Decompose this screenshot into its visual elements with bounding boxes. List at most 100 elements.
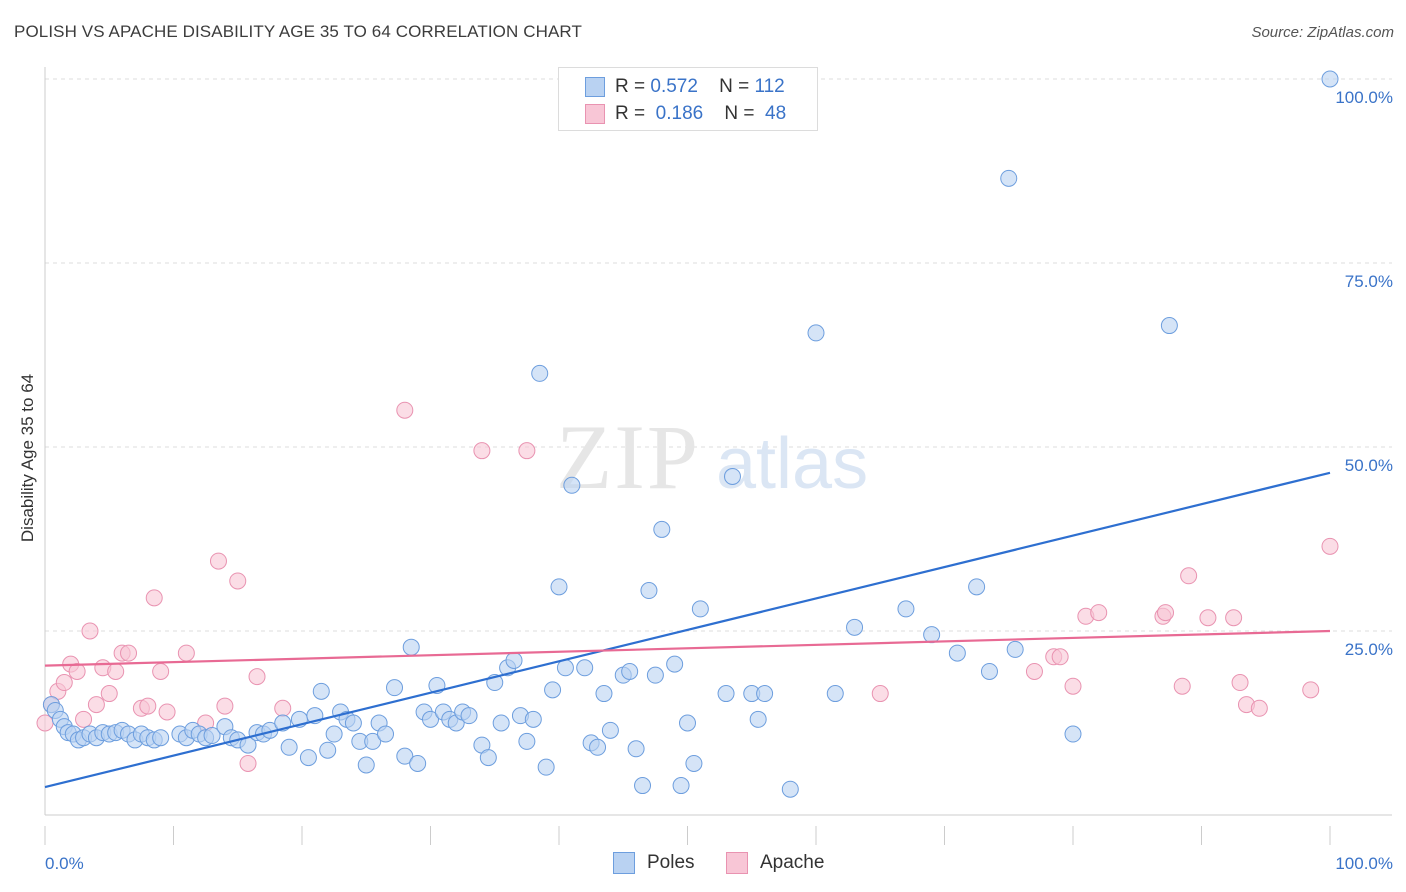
apache-n-label: N = <box>724 103 755 124</box>
bottom-poles-label: Poles <box>647 852 695 873</box>
poles-point-80 <box>601 721 619 739</box>
apache-point-42 <box>1231 674 1249 692</box>
poles-r-label: R = <box>615 76 646 97</box>
poles-point-93 <box>717 685 735 703</box>
x-tick-label-0: 0.0% <box>45 854 84 873</box>
poles-point-101 <box>1000 169 1018 187</box>
poles-point-48 <box>377 725 395 743</box>
poles-point-46 <box>364 732 382 750</box>
poles-point-92 <box>691 600 709 618</box>
apache-point-3 <box>55 674 73 692</box>
grid-lines <box>45 78 1392 632</box>
apache-point-33 <box>1064 677 1082 695</box>
poles-point-89 <box>672 777 690 795</box>
poles-point-34 <box>280 738 298 756</box>
watermark-atlas: atlas <box>716 424 868 504</box>
trend-lines <box>44 471 1331 789</box>
apache-point-19 <box>177 644 195 662</box>
apache-point-23 <box>239 754 257 772</box>
poles-point-94 <box>723 467 741 485</box>
apache-point-47 <box>216 697 234 715</box>
poles-point-87 <box>653 520 671 538</box>
tick-labels: 25.0% 50.0% 75.0% 100.0% 0.0% 100.0% <box>45 88 1393 873</box>
apache-point-15 <box>139 697 157 715</box>
poles-point-99 <box>807 324 825 342</box>
poles-point-83 <box>627 740 645 758</box>
poles-point-40 <box>325 725 343 743</box>
apache-point-26 <box>396 401 414 419</box>
poles-point-85 <box>640 582 658 600</box>
poles-point-105 <box>1321 70 1339 88</box>
poles-point-86 <box>646 666 664 684</box>
apache-n-value: 48 <box>765 103 787 124</box>
poles-point-72 <box>544 681 562 699</box>
apache-point-32 <box>1051 648 1069 666</box>
apache-trendline <box>44 629 1331 667</box>
y-tick-label-2: 75.0% <box>1345 272 1393 291</box>
apache-point-5 <box>68 662 86 680</box>
legend-row-apache: R = 0.186 N = 48 <box>585 102 786 126</box>
apache-point-38 <box>1173 677 1191 695</box>
chart-title: POLISH VS APACHE DISABILITY AGE 35 TO 64… <box>14 22 582 41</box>
poles-n-label: N = <box>719 76 750 97</box>
poles-point-109 <box>948 644 966 662</box>
poles-point-69 <box>524 710 542 728</box>
poles-swatch <box>585 77 605 97</box>
apache-point-6 <box>75 710 93 728</box>
poles-point-96 <box>749 710 767 728</box>
poles-point-38 <box>312 682 330 700</box>
apache-point-16 <box>145 589 163 607</box>
poles-point-110 <box>968 578 986 596</box>
poles-point-98 <box>781 780 799 798</box>
poles-point-45 <box>357 756 375 774</box>
poles-r-value: 0.572 <box>650 76 698 97</box>
poles-point-39 <box>319 741 337 759</box>
apache-point-46 <box>1321 537 1339 555</box>
poles-point-100 <box>826 685 844 703</box>
axes <box>44 67 1392 845</box>
apache-r-label: R = <box>615 103 646 124</box>
apache-point-11 <box>107 662 125 680</box>
apache-point-30 <box>1025 662 1043 680</box>
poles-point-76 <box>576 659 594 677</box>
legend-row-poles: R = 0.572 N = 112 <box>585 75 785 99</box>
poles-n-value: 112 <box>754 76 785 97</box>
y-tick-label-0: 25.0% <box>1345 640 1393 659</box>
bottom-poles-swatch <box>613 852 635 874</box>
apache-point-41 <box>1225 609 1243 627</box>
poles-point-25 <box>203 727 221 745</box>
apache-point-24 <box>248 668 266 686</box>
poles-point-36 <box>299 749 317 767</box>
apache-point-22 <box>229 572 247 590</box>
poles-point-62 <box>479 749 497 767</box>
watermark: ZIP atlas <box>556 406 868 508</box>
poles-point-50 <box>396 747 414 765</box>
poles-point-91 <box>685 754 703 772</box>
bottom-apache-swatch <box>726 852 748 874</box>
poles-point-111 <box>980 662 998 680</box>
poles-point-107 <box>897 600 915 618</box>
apache-points <box>36 401 1339 772</box>
poles-point-54 <box>422 710 439 728</box>
bottom-apache-label: Apache <box>760 852 825 873</box>
poles-point-78 <box>589 738 607 756</box>
apache-point-17 <box>152 662 170 680</box>
stats-legend: R = 0.572 N = 112 R = 0.186 N = 48 <box>558 67 818 131</box>
bottom-legend-apache: Apache <box>726 852 824 874</box>
poles-point-66 <box>505 651 523 669</box>
x-tick-label-1: 100.0% <box>1335 854 1393 873</box>
apache-point-35 <box>1090 604 1108 622</box>
apache-point-7 <box>81 622 99 640</box>
apache-point-13 <box>120 644 138 662</box>
poles-point-75 <box>563 476 581 494</box>
apache-point-25 <box>274 699 292 717</box>
apache-point-29 <box>871 685 889 703</box>
poles-point-84 <box>634 777 652 795</box>
y-tick-label-3: 100.0% <box>1335 88 1393 107</box>
apache-point-21 <box>209 552 227 570</box>
poles-point-52 <box>409 754 427 772</box>
poles-point-68 <box>518 732 536 750</box>
poles-points <box>42 70 1339 798</box>
poles-point-64 <box>492 714 510 732</box>
watermark-zip: ZIP <box>556 406 700 508</box>
